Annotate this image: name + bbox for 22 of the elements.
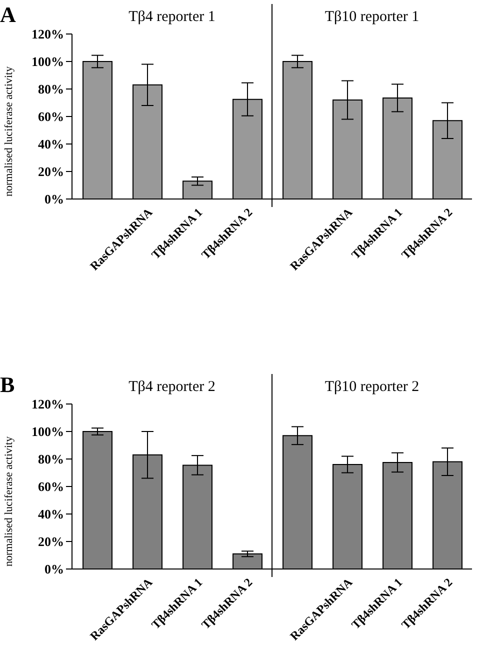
chart-title: A bbox=[0, 2, 16, 28]
y-tick-label: 0% bbox=[44, 562, 64, 577]
text: Tβ10 reporter 2 bbox=[324, 379, 420, 396]
y-tick-label: 20% bbox=[38, 164, 64, 180]
y-tick-label: 60% bbox=[38, 109, 64, 124]
text: Tβ4 reporter 2 bbox=[128, 379, 216, 396]
y-tick-label: 100% bbox=[32, 54, 64, 70]
y-tick-label: 120% bbox=[32, 396, 64, 412]
y-tick-label: 60% bbox=[38, 479, 64, 494]
y-axis-title: normalised luciferase activity bbox=[2, 436, 15, 566]
y-tick-label: 80% bbox=[38, 82, 64, 97]
y-tick-label: 20% bbox=[38, 534, 64, 550]
text: Tβ4 reporter 1 bbox=[128, 9, 216, 26]
y-tick-label: 0% bbox=[44, 192, 64, 207]
y-tick-label: 80% bbox=[38, 452, 64, 467]
y-tick-label: 120% bbox=[32, 26, 64, 42]
y-tick-label: 100% bbox=[32, 424, 64, 440]
y-tick-label: 40% bbox=[38, 136, 64, 152]
chart-title: B bbox=[0, 372, 15, 398]
y-tick-label: 40% bbox=[38, 506, 64, 522]
text: Tβ10 reporter 1 bbox=[324, 9, 420, 26]
y-axis-title: normalised luciferase activity bbox=[2, 66, 15, 196]
